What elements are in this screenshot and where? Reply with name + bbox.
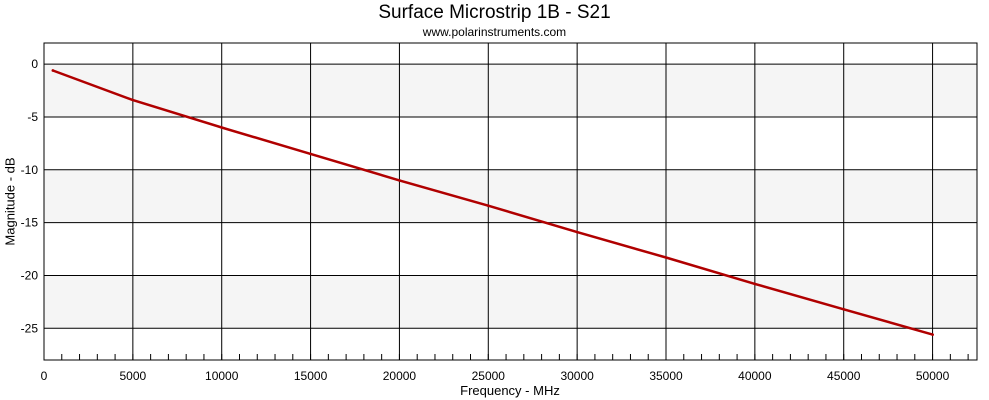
y-tick-label: -5	[27, 110, 38, 124]
x-tick-label: 25000	[472, 369, 506, 383]
data-point	[309, 152, 312, 156]
y-tick-label: -10	[21, 163, 39, 177]
chart-title: Surface Microstrip 1B - S21	[378, 2, 611, 23]
data-point	[131, 98, 135, 102]
x-tick-label: 10000	[205, 369, 239, 383]
data-point	[931, 333, 934, 336]
data-point	[398, 179, 401, 182]
chart-subtitle: www.polarinstruments.com	[422, 25, 567, 39]
y-tick-label: -20	[21, 268, 39, 282]
x-tick-label: 35000	[649, 369, 683, 383]
data-point	[664, 256, 668, 259]
plot-frame	[43, 42, 978, 361]
y-tick-label: 0	[31, 57, 38, 71]
minor-ticks	[43, 354, 969, 360]
plot-band	[44, 275, 977, 329]
plot-grid	[43, 43, 977, 360]
data-point	[486, 204, 490, 208]
data-point	[753, 282, 757, 286]
x-tick-label: 50000	[916, 369, 950, 383]
x-axis-label: Frequency - MHz	[460, 383, 560, 398]
x-tick-labels: 0 5000 10000 15000 20000 25000 30000 35000 40000…	[41, 369, 950, 383]
x-tick-label: 30000	[560, 369, 594, 383]
plot-bands	[44, 64, 977, 329]
data-point	[842, 307, 846, 311]
x-tick-label: 40000	[738, 369, 772, 383]
x-tick-label: 20000	[383, 369, 417, 383]
y-tick-label: -15	[21, 216, 39, 230]
y-axis-label: Magnitude - dB	[2, 157, 18, 246]
y-tick-labels: 0 -5 -10 -15 -20 -25	[21, 57, 39, 335]
x-tick-label: 5000	[120, 369, 147, 383]
x-tick-label: 45000	[827, 369, 861, 383]
y-tick-label: -25	[21, 321, 39, 335]
plot-band	[44, 169, 977, 223]
data-point	[51, 69, 55, 72]
data-point	[575, 230, 579, 234]
series-group	[51, 69, 934, 336]
data-point	[220, 126, 224, 129]
x-tick-label: 15000	[294, 369, 328, 383]
x-tick-label: 0	[41, 369, 48, 383]
plot-band	[44, 64, 977, 117]
